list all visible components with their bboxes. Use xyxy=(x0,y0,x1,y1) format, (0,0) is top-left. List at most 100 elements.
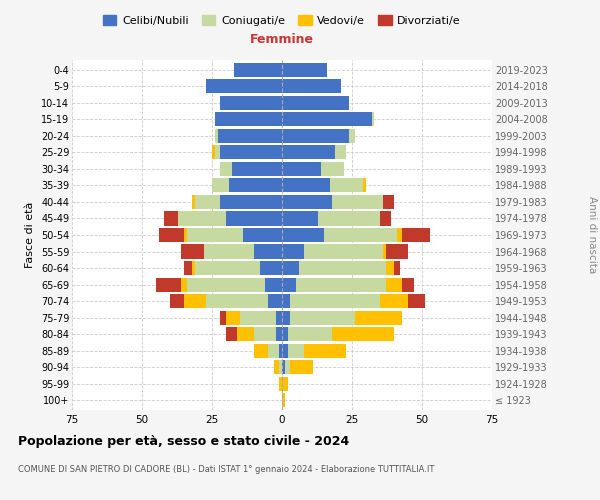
Bar xyxy=(156,278,181,291)
Bar xyxy=(349,129,355,143)
Bar xyxy=(220,195,282,209)
Bar xyxy=(164,212,178,226)
Bar xyxy=(260,261,282,275)
Bar xyxy=(287,327,332,341)
Bar xyxy=(279,376,282,390)
Bar xyxy=(170,294,184,308)
Bar xyxy=(232,162,282,176)
Bar xyxy=(299,261,386,275)
Bar xyxy=(282,96,349,110)
Bar xyxy=(282,228,324,242)
Bar xyxy=(380,294,408,308)
Bar xyxy=(282,393,285,407)
Bar xyxy=(408,294,425,308)
Bar xyxy=(403,278,413,291)
Bar xyxy=(282,278,296,291)
Bar xyxy=(282,244,304,258)
Bar xyxy=(215,129,218,143)
Bar xyxy=(332,327,394,341)
Bar xyxy=(243,228,282,242)
Legend: Celibi/Nubili, Coniugati/e, Vedovi/e, Divorziati/e: Celibi/Nubili, Coniugati/e, Vedovi/e, Di… xyxy=(99,10,465,30)
Bar xyxy=(229,178,282,192)
Bar xyxy=(187,228,243,242)
Text: Popolazione per età, sesso e stato civile - 2024: Popolazione per età, sesso e stato civil… xyxy=(18,435,349,448)
Bar xyxy=(220,310,226,324)
Bar xyxy=(282,112,371,126)
Bar xyxy=(274,360,279,374)
Bar xyxy=(184,228,187,242)
Bar xyxy=(397,228,403,242)
Bar xyxy=(203,244,254,258)
Bar xyxy=(282,195,332,209)
Bar xyxy=(159,228,184,242)
Bar xyxy=(282,327,287,341)
Bar xyxy=(178,212,226,226)
Bar xyxy=(279,360,282,374)
Text: Femmine: Femmine xyxy=(250,33,314,46)
Bar xyxy=(403,228,430,242)
Y-axis label: Fasce di età: Fasce di età xyxy=(25,202,35,268)
Bar xyxy=(363,178,366,192)
Bar xyxy=(285,360,290,374)
Bar xyxy=(386,278,403,291)
Bar xyxy=(319,212,380,226)
Text: Anni di nascita: Anni di nascita xyxy=(587,196,597,274)
Bar xyxy=(193,261,195,275)
Bar xyxy=(329,178,363,192)
Bar xyxy=(184,261,193,275)
Bar xyxy=(240,310,277,324)
Bar xyxy=(394,261,400,275)
Bar xyxy=(212,146,215,160)
Bar xyxy=(268,344,279,357)
Bar xyxy=(206,80,282,94)
Bar xyxy=(290,360,313,374)
Bar xyxy=(282,294,290,308)
Bar xyxy=(282,63,327,77)
Bar xyxy=(254,244,282,258)
Bar xyxy=(220,162,232,176)
Bar xyxy=(386,261,394,275)
Bar xyxy=(355,310,403,324)
Bar xyxy=(282,162,321,176)
Bar xyxy=(386,244,408,258)
Bar xyxy=(371,112,374,126)
Bar xyxy=(254,344,268,357)
Bar xyxy=(218,129,282,143)
Bar xyxy=(212,178,229,192)
Bar xyxy=(335,146,346,160)
Bar xyxy=(304,344,346,357)
Bar xyxy=(282,376,287,390)
Bar xyxy=(282,344,287,357)
Bar xyxy=(282,310,290,324)
Bar xyxy=(268,294,282,308)
Bar xyxy=(277,310,282,324)
Bar xyxy=(282,212,319,226)
Bar xyxy=(206,294,268,308)
Bar xyxy=(277,327,282,341)
Bar xyxy=(383,195,394,209)
Bar xyxy=(226,212,282,226)
Bar xyxy=(254,327,277,341)
Bar xyxy=(282,178,329,192)
Bar xyxy=(287,344,304,357)
Bar xyxy=(304,244,383,258)
Bar xyxy=(193,195,195,209)
Bar xyxy=(215,146,220,160)
Bar xyxy=(383,244,386,258)
Bar xyxy=(332,195,383,209)
Bar xyxy=(324,228,397,242)
Bar xyxy=(296,278,386,291)
Bar xyxy=(321,162,344,176)
Bar xyxy=(195,261,260,275)
Bar xyxy=(187,278,265,291)
Bar xyxy=(282,129,349,143)
Bar xyxy=(380,212,391,226)
Bar xyxy=(235,63,282,77)
Bar xyxy=(220,146,282,160)
Bar xyxy=(184,294,206,308)
Bar xyxy=(282,80,341,94)
Bar xyxy=(215,112,282,126)
Bar xyxy=(226,310,240,324)
Text: COMUNE DI SAN PIETRO DI CADORE (BL) - Dati ISTAT 1° gennaio 2024 - Elaborazione : COMUNE DI SAN PIETRO DI CADORE (BL) - Da… xyxy=(18,465,434,474)
Bar xyxy=(290,294,380,308)
